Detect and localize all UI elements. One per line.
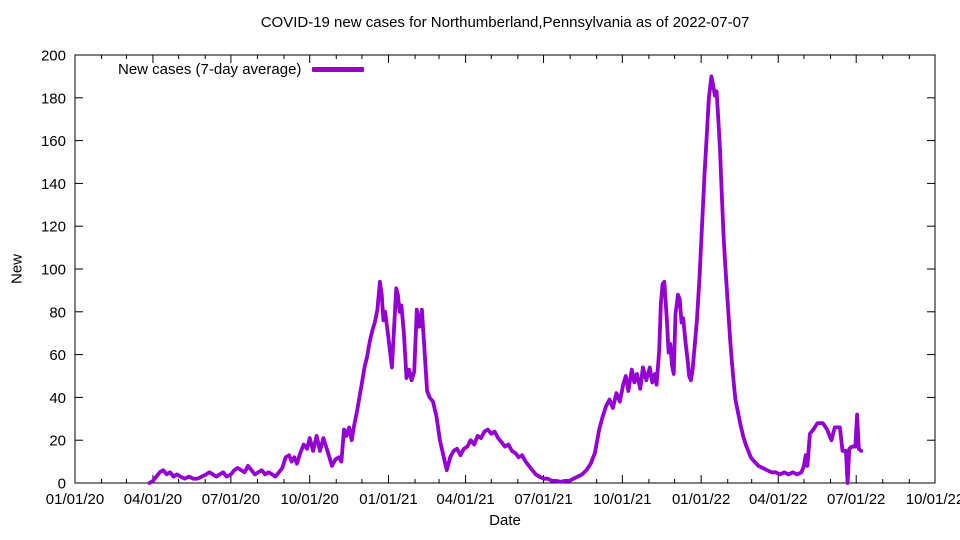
x-tick-label: 01/01/22: [672, 491, 730, 508]
y-tick-label: 200: [41, 48, 66, 65]
y-tick-label: 180: [41, 90, 66, 107]
y-axis-label: New: [8, 253, 26, 285]
x-tick-label: 01/01/21: [359, 491, 417, 508]
y-tick-label: 140: [41, 176, 66, 193]
y-tick-label: 100: [41, 262, 66, 279]
x-tick-label: 10/01/22: [906, 491, 960, 508]
legend-label: New cases (7-day average): [118, 61, 302, 78]
legend: New cases (7-day average): [118, 61, 365, 78]
x-tick-label: 01/01/20: [46, 491, 104, 508]
x-tick-label: 10/01/21: [593, 491, 651, 508]
chart-title: COVID-19 new cases for Northumberland,Pe…: [260, 14, 750, 31]
legend-line-swatch: [312, 67, 365, 72]
x-tick-label: 07/01/21: [514, 491, 572, 508]
y-tick-label: 160: [41, 133, 66, 150]
y-tick-label: 0: [58, 476, 66, 493]
x-tick-label: 04/01/21: [436, 491, 494, 508]
y-tick-label: 40: [49, 390, 66, 407]
x-tick-label: 04/01/20: [124, 491, 182, 508]
new-cases-line: [147, 74, 864, 485]
x-tick-label: 04/01/22: [749, 491, 807, 508]
x-tick-label: 07/01/22: [827, 491, 885, 508]
x-tick-label: 07/01/20: [202, 491, 260, 508]
plot-border: [74, 54, 936, 484]
y-tick-label: 80: [49, 304, 66, 321]
x-tick-label: 10/01/20: [281, 491, 339, 508]
y-tick-label: 20: [49, 433, 66, 450]
y-tick-label: 120: [41, 219, 66, 236]
x-axis-label: Date: [489, 512, 521, 529]
y-tick-label: 60: [49, 347, 66, 364]
